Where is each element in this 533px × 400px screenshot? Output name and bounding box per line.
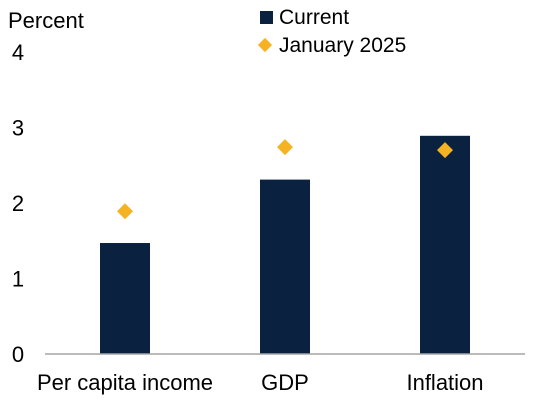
marker-january-2025-inflation [437,142,453,159]
legend-swatch-january-2025 [257,37,273,53]
marker-january-2025-per-capita-income [117,203,133,220]
y-axis: 0 1 2 3 4 [12,40,24,367]
x-tick-label: Inflation [406,370,483,395]
y-tick-label: 3 [12,116,24,141]
x-axis: Per capita income GDP Inflation [37,370,484,395]
y-axis-label: Percent [8,8,84,33]
legend-swatch-current [260,11,273,24]
bar-series-current [100,135,470,354]
legend-label-current: Current [279,6,349,29]
x-tick-label: GDP [261,370,309,395]
bar-current-inflation [420,135,470,354]
marker-january-2025-gdp [277,139,293,156]
bar-current-per-capita-income [100,243,150,354]
legend-label-january-2025: January 2025 [279,34,406,57]
x-tick-label: Per capita income [37,370,213,395]
marker-series-january-2025 [117,139,453,220]
bar-current-gdp [260,179,310,354]
y-tick-label: 2 [12,191,24,216]
legend: Current January 2025 [257,6,406,57]
y-tick-label: 1 [12,267,24,292]
y-tick-label: 4 [12,40,24,65]
y-tick-label: 0 [12,342,24,367]
